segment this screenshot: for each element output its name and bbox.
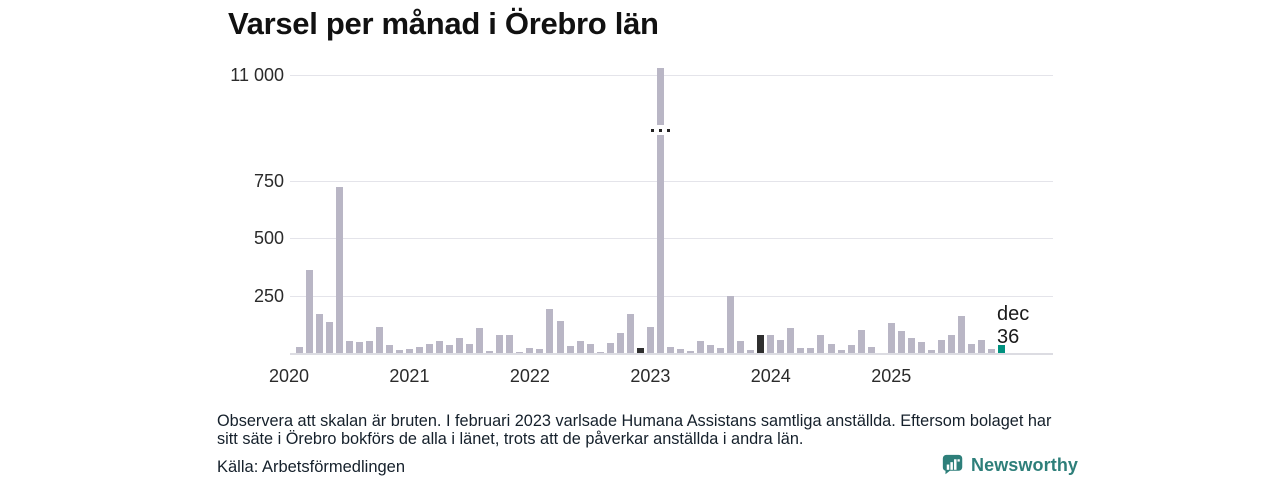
bar-okt-2021 (496, 334, 504, 353)
bar-okt-2025 (978, 340, 986, 353)
bar-nov-2020 (385, 344, 393, 353)
bar-aug-2021 (476, 327, 484, 353)
bar-jun-2024 (817, 335, 825, 353)
bar-okt-2022 (616, 333, 624, 353)
axis-break-dot (666, 128, 670, 132)
bar-jul-2022 (586, 344, 594, 353)
x-axis-year-label: 2022 (509, 366, 550, 386)
bar-maj-2022 (566, 346, 574, 353)
y-axis-tick-label: 500 (253, 228, 284, 248)
bar-mar-2021 (426, 344, 434, 353)
x-axis-year-label: 2023 (630, 366, 671, 386)
newsworthy-wordmark: Newsworthy (971, 455, 1079, 475)
x-axis-year-label: 2021 (389, 366, 430, 386)
footnote-line-1: Observera att skalan är bruten. I februa… (217, 412, 1052, 430)
bar-feb-2024 (777, 340, 785, 353)
bar-mar-2025 (907, 338, 915, 353)
bar-dec-2021 (516, 351, 524, 353)
bar-jul-2025 (947, 335, 955, 353)
x-axis-year-label: 2025 (871, 366, 912, 386)
x-axis-year-label: 2024 (750, 366, 791, 386)
bar-jul-2024 (827, 344, 835, 353)
x-axis-line (290, 353, 1053, 355)
source-note: Källa: Arbetsförmedlingen (217, 458, 406, 476)
bar-feb-2020 (295, 346, 303, 353)
bar-feb-2022 (536, 348, 544, 353)
bar-maj-2023 (687, 350, 694, 353)
axis-break-dot (658, 128, 662, 132)
bar-apr-2020 (315, 314, 323, 353)
x-axis-year-label: 2020 (268, 366, 310, 386)
y-axis-tick-label: 11 000 (230, 65, 284, 85)
bar-jun-2022 (576, 341, 584, 353)
bar-aug-2022 (596, 351, 604, 353)
bar-sep-2022 (606, 342, 614, 353)
bar-jul-2021 (466, 344, 474, 353)
bar-mar-2023 (666, 347, 674, 353)
bar-okt-2024 (857, 330, 865, 353)
bar-jan-2024 (767, 335, 775, 353)
bar-aug-2020 (355, 341, 363, 353)
bar-jun-2023 (697, 340, 705, 353)
gridline (290, 75, 1053, 76)
bar-mar-2020 (305, 270, 313, 353)
bar-apr-2025 (917, 341, 925, 353)
bar-sep-2020 (365, 341, 373, 353)
bar-okt-2023 (737, 340, 745, 353)
bar-nov-2024 (867, 346, 875, 353)
bar-jan-2022 (526, 347, 534, 353)
bar-jul-2020 (345, 341, 353, 353)
bar-maj-2021 (446, 344, 454, 353)
bar-apr-2021 (436, 341, 444, 353)
bar-nov-2021 (506, 334, 514, 353)
bar-dec-2025 (998, 344, 1006, 353)
gridline (290, 180, 1053, 182)
y-axis-tick-label: 250 (253, 285, 284, 306)
bar-apr-2022 (556, 320, 564, 353)
bar-mar-2022 (546, 309, 554, 353)
bar-maj-2020 (325, 322, 333, 353)
newsworthy-branding: Newsworthy (941, 454, 1078, 477)
bar-nov-2025 (988, 349, 996, 353)
gridline (290, 295, 1053, 297)
latest-month-annotation: dec 36 (997, 303, 1029, 349)
bar-dec-2020 (395, 350, 403, 353)
bar-aug-2023 (717, 347, 725, 353)
bar-jun-2020 (335, 186, 343, 353)
bar-jun-2025 (937, 340, 945, 353)
newsworthy-logo-icon (942, 454, 963, 475)
bar-sep-2025 (968, 344, 976, 353)
bar-jan-2025 (887, 323, 895, 353)
bar-maj-2024 (807, 347, 815, 353)
bar-jul-2023 (707, 345, 715, 353)
bar-apr-2023 (676, 348, 684, 353)
bar-okt-2020 (375, 326, 383, 353)
latest-month-value: 36 (997, 326, 1020, 348)
bar-feb-2025 (897, 331, 905, 353)
bar-sep-2023 (727, 295, 735, 353)
bar-sep-2024 (847, 344, 855, 353)
bar-aug-2025 (958, 316, 965, 353)
axis-break-dot (650, 128, 654, 132)
chart-title: Varsel per månad i Örebro län (228, 6, 659, 41)
footnote-line-2: sitt säte i Örebro bokförs de alla i län… (217, 430, 804, 448)
bar-dec-2023 (757, 335, 765, 353)
bar-feb-2021 (415, 346, 423, 353)
bar-sep-2021 (486, 350, 494, 353)
bar-nov-2022 (626, 313, 634, 353)
bar-jun-2021 (456, 337, 464, 353)
bar-aug-2024 (837, 350, 845, 353)
bar-maj-2025 (927, 350, 935, 353)
bar-jan-2023 (646, 326, 654, 353)
bar-apr-2024 (797, 348, 805, 353)
bar-jan-2021 (405, 349, 413, 353)
bar-dec-2022 (636, 347, 644, 353)
bar-feb-2023 (656, 68, 664, 353)
bar-mar-2024 (787, 328, 795, 353)
gridline (290, 238, 1053, 239)
y-axis-tick-label: 750 (253, 170, 284, 191)
latest-month-label: dec (997, 303, 1030, 325)
bar-nov-2023 (747, 350, 755, 353)
